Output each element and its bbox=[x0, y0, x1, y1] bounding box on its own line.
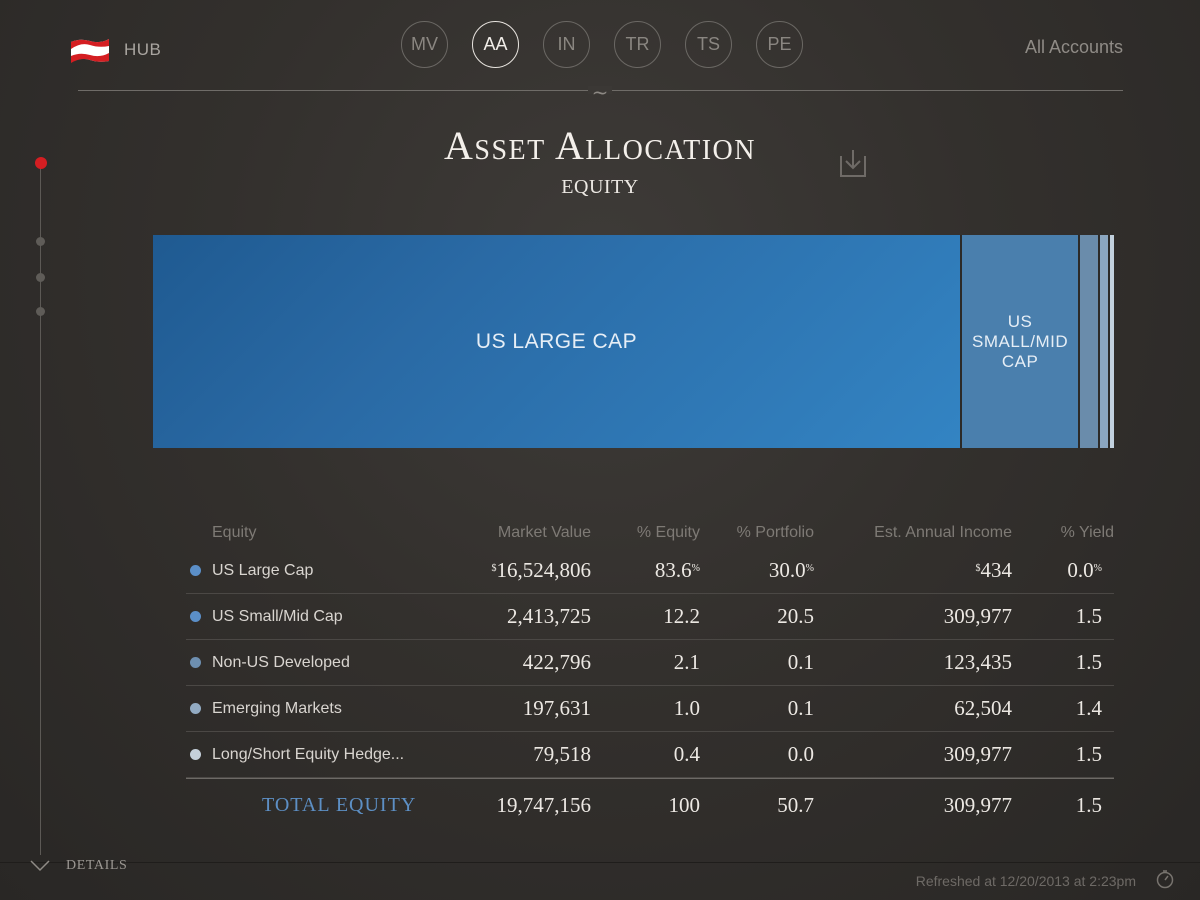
table-row[interactable]: Emerging Markets 197,631 1.0 0.1 62,504 1.4 bbox=[186, 686, 1114, 732]
total-income: 309,977 bbox=[943, 793, 1012, 817]
row-name: Long/Short Equity Hedge... bbox=[212, 745, 405, 763]
nav-tab-aa[interactable]: AA bbox=[472, 21, 519, 68]
refresh-timer-icon[interactable] bbox=[1155, 869, 1175, 889]
allocation-segment[interactable] bbox=[1100, 235, 1111, 448]
allocation-segment-label: US LARGE CAP bbox=[475, 329, 638, 353]
hub-label: HUB bbox=[124, 40, 162, 59]
legend-dot bbox=[190, 565, 201, 576]
footer-divider bbox=[0, 862, 1200, 863]
legend-dot bbox=[190, 749, 201, 760]
allocation-segment[interactable] bbox=[1080, 235, 1101, 448]
rail-indicator[interactable] bbox=[36, 237, 45, 246]
row-pct-portfolio: 20.5 bbox=[777, 604, 814, 628]
allocation-segment-label: US SMALL/MID CAP bbox=[972, 311, 1069, 371]
nav-tab-ts[interactable]: TS bbox=[685, 21, 732, 68]
rail-indicator-active[interactable] bbox=[35, 157, 47, 169]
allocation-segment[interactable]: US LARGE CAP bbox=[153, 235, 963, 448]
total-pct-portfolio: 50.7 bbox=[777, 793, 814, 817]
row-income: 309,977 bbox=[943, 604, 1012, 628]
row-name: Emerging Markets bbox=[212, 699, 342, 717]
flag-icon bbox=[71, 39, 109, 63]
row-pct-portfolio: 0.0 bbox=[787, 742, 814, 766]
chevron-down-icon bbox=[30, 860, 50, 872]
allocation-segment[interactable] bbox=[1110, 235, 1114, 448]
nav-tab-tr[interactable]: TR bbox=[614, 21, 661, 68]
download-icon[interactable] bbox=[838, 148, 868, 178]
section-rail bbox=[40, 165, 41, 855]
row-pct-portfolio: 0.1 bbox=[787, 696, 814, 720]
row-yield: 0.0% bbox=[1067, 558, 1102, 582]
row-market-value: $16,524,806 bbox=[491, 558, 592, 582]
row-income: $434 bbox=[975, 558, 1013, 582]
details-toggle[interactable]: DETAILS bbox=[30, 858, 127, 874]
row-pct-portfolio: 30.0% bbox=[768, 558, 814, 582]
header-pct-equity: % Equity bbox=[636, 524, 700, 541]
details-label: DETAILS bbox=[66, 858, 128, 873]
row-pct-equity: 83.6% bbox=[654, 558, 700, 582]
rail-indicator[interactable] bbox=[36, 273, 45, 282]
table-row[interactable]: Long/Short Equity Hedge... 79,518 0.4 0.0 30… bbox=[186, 732, 1114, 778]
row-name: US Small/Mid Cap bbox=[212, 607, 343, 625]
legend-dot bbox=[190, 703, 201, 714]
row-market-value: 422,796 bbox=[522, 650, 591, 674]
rail-indicator[interactable] bbox=[36, 307, 45, 316]
row-yield: 1.4 bbox=[1075, 696, 1102, 720]
refresh-timestamp: Refreshed at 12/20/2013 at 2:23pm bbox=[915, 873, 1136, 889]
row-pct-equity: 0.4 bbox=[673, 742, 700, 766]
row-market-value: 2,413,725 bbox=[507, 604, 591, 628]
section-nav: MV AA IN TR TS PE bbox=[401, 21, 803, 68]
row-yield: 1.5 bbox=[1075, 604, 1102, 628]
header-equity: Equity bbox=[212, 524, 257, 541]
row-yield: 1.5 bbox=[1075, 742, 1102, 766]
table-header: Equity Market Value % Equity % Portfolio… bbox=[186, 518, 1114, 548]
row-name: US Large Cap bbox=[212, 561, 314, 579]
nav-tab-mv[interactable]: MV bbox=[401, 21, 448, 68]
row-pct-portfolio: 0.1 bbox=[787, 650, 814, 674]
nav-tab-in[interactable]: IN bbox=[543, 21, 590, 68]
header-yield: % Yield bbox=[1060, 524, 1114, 541]
legend-dot bbox=[190, 611, 201, 622]
all-accounts-link[interactable]: All Accounts bbox=[1024, 37, 1123, 57]
header-pct-portfolio: % Portfolio bbox=[736, 524, 814, 541]
page-subtitle: EQUITY bbox=[561, 176, 639, 198]
header-market-value: Market Value bbox=[497, 524, 591, 541]
divider-ornament: ~ bbox=[591, 80, 609, 104]
total-pct-equity: 100 bbox=[668, 793, 701, 817]
row-market-value: 197,631 bbox=[522, 696, 591, 720]
equity-table: Equity Market Value % Equity % Portfolio… bbox=[186, 518, 1114, 832]
total-label: TOTAL EQUITY bbox=[262, 794, 417, 816]
allocation-segment[interactable]: US SMALL/MID CAP bbox=[962, 235, 1081, 448]
row-income: 309,977 bbox=[943, 742, 1012, 766]
total-row: TOTAL EQUITY 19,747,156 100 50.7 309,977… bbox=[186, 778, 1114, 832]
hub-link[interactable]: HUB bbox=[70, 36, 161, 64]
row-pct-equity: 12.2 bbox=[663, 604, 700, 628]
total-yield: 1.5 bbox=[1075, 793, 1102, 817]
row-yield: 1.5 bbox=[1075, 650, 1102, 674]
row-name: Non-US Developed bbox=[212, 653, 350, 671]
row-market-value: 79,518 bbox=[533, 742, 591, 766]
row-pct-equity: 2.1 bbox=[673, 650, 700, 674]
table-row[interactable]: US Small/Mid Cap 2,413,725 12.2 20.5 309,977… bbox=[186, 594, 1114, 640]
row-pct-equity: 1.0 bbox=[673, 696, 700, 720]
row-income: 123,435 bbox=[943, 650, 1012, 674]
header-income: Est. Annual Income bbox=[874, 524, 1012, 541]
allocation-bar: US LARGE CAP US SMALL/MID CAP bbox=[153, 235, 1114, 448]
legend-dot bbox=[190, 657, 201, 668]
page-title: Asset Allocation bbox=[443, 123, 756, 168]
table-row[interactable]: US Large Cap $16,524,806 83.6% 30.0% $434 0.0… bbox=[186, 548, 1114, 594]
row-income: 62,504 bbox=[954, 696, 1012, 720]
table-row[interactable]: Non-US Developed 422,796 2.1 0.1 123,435 1.5 bbox=[186, 640, 1114, 686]
nav-tab-pe[interactable]: PE bbox=[756, 21, 803, 68]
total-market-value: 19,747,156 bbox=[496, 793, 592, 817]
divider-ornament-bg bbox=[588, 86, 612, 94]
